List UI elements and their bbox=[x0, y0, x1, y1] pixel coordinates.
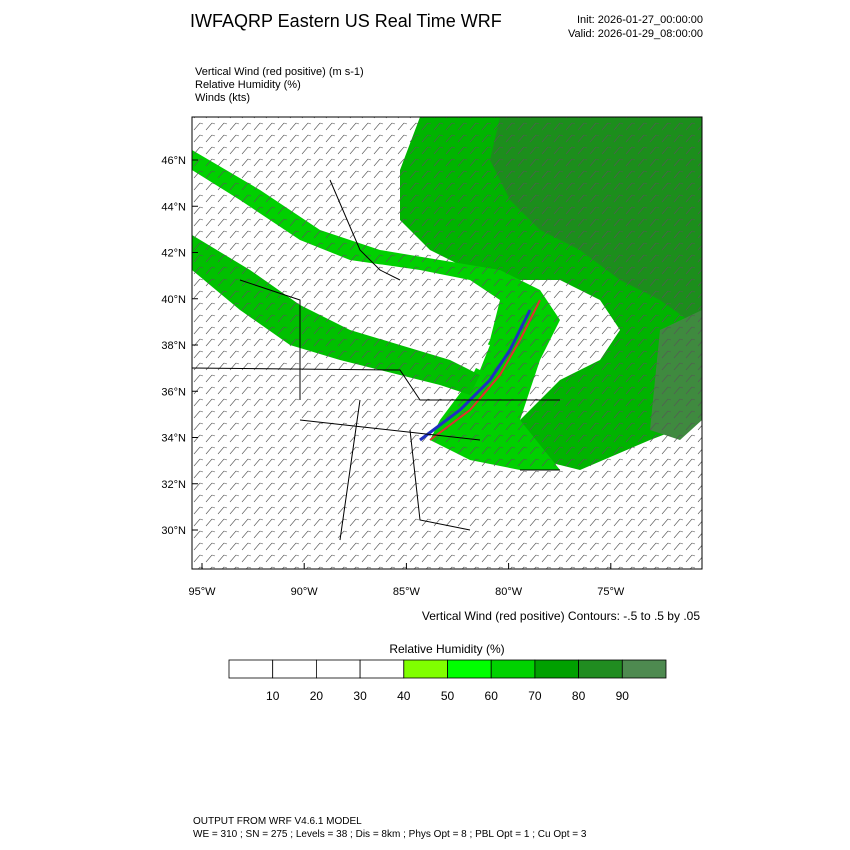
colorbar-box bbox=[403, 659, 448, 679]
footer-line: WE = 310 ; SN = 275 ; Levels = 38 ; Dis … bbox=[193, 829, 587, 840]
lon-tick-label: 90°W bbox=[291, 586, 319, 598]
colorbar-label: 60 bbox=[485, 689, 499, 703]
lon-tick-label: 75°W bbox=[597, 586, 625, 598]
field-label: Relative Humidity (%) bbox=[195, 79, 301, 91]
colorbar-box bbox=[315, 659, 361, 679]
colorbar-title: Relative Humidity (%) bbox=[389, 642, 504, 656]
footer-line: OUTPUT FROM WRF V4.6.1 MODEL bbox=[193, 816, 362, 827]
colorbar-box bbox=[490, 659, 536, 679]
colorbar-label: 10 bbox=[266, 689, 280, 703]
colorbar-box bbox=[272, 659, 317, 679]
lat-tick-label: 40°N bbox=[161, 294, 186, 306]
colorbar-label: 30 bbox=[353, 689, 367, 703]
colorbar-label: 70 bbox=[528, 689, 542, 703]
lon-tick-label: 95°W bbox=[188, 586, 216, 598]
lat-tick-label: 44°N bbox=[161, 201, 186, 213]
colorbar-label: 40 bbox=[397, 689, 411, 703]
colorbar-label: 90 bbox=[616, 689, 630, 703]
colorbar-label: 80 bbox=[572, 689, 586, 703]
lat-tick-label: 30°N bbox=[161, 525, 186, 537]
lon-tick-label: 85°W bbox=[393, 586, 421, 598]
colorbar-box bbox=[359, 659, 405, 679]
lat-tick-label: 34°N bbox=[161, 433, 186, 445]
field-label: Vertical Wind (red positive) (m s-1) bbox=[195, 66, 364, 78]
map-area bbox=[192, 117, 702, 569]
colorbar-box bbox=[228, 659, 274, 679]
contour-note: Vertical Wind (red positive) Contours: -… bbox=[422, 609, 700, 623]
lat-tick-label: 46°N bbox=[161, 155, 186, 167]
colorbar-box bbox=[447, 659, 492, 679]
colorbar-box bbox=[578, 659, 623, 679]
colorbar-box bbox=[534, 659, 580, 679]
lat-tick-label: 38°N bbox=[161, 340, 186, 352]
init-time: Init: 2026-01-27_00:00:00 bbox=[577, 14, 703, 26]
lon-tick-label: 80°W bbox=[495, 586, 523, 598]
field-label: Winds (kts) bbox=[195, 92, 250, 104]
colorbar-label: 50 bbox=[441, 689, 455, 703]
lat-tick-label: 32°N bbox=[161, 479, 186, 491]
lat-tick-label: 42°N bbox=[161, 248, 186, 260]
colorbar-label: 20 bbox=[310, 689, 324, 703]
valid-time: Valid: 2026-01-29_08:00:00 bbox=[568, 28, 703, 40]
colorbar-box bbox=[621, 659, 667, 679]
map-frame bbox=[191, 116, 703, 570]
title: IWFAQRP Eastern US Real Time WRF bbox=[190, 11, 502, 31]
lat-tick-label: 36°N bbox=[161, 386, 186, 398]
